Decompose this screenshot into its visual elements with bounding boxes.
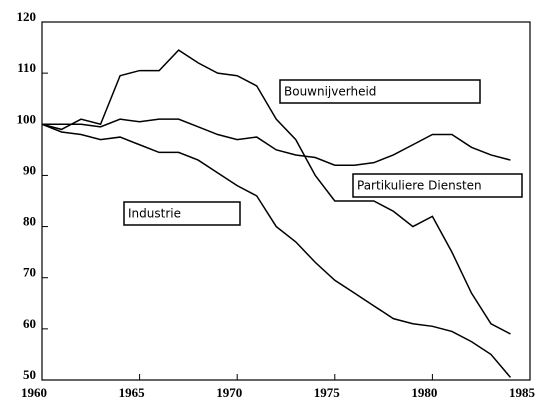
series-line (41, 49, 511, 335)
series-label: Industrie (128, 207, 181, 221)
series-label-box (279, 79, 481, 104)
y-tick-label: 60 (23, 316, 36, 331)
plot-frame (41, 21, 531, 381)
y-tick-label: 120 (17, 9, 37, 24)
y-tick-label: 50 (23, 367, 36, 382)
series-label-box (123, 201, 241, 226)
y-tick-label: 70 (23, 265, 36, 280)
series-label: Partikuliere Diensten (357, 179, 482, 193)
series-line (42, 118, 511, 166)
series-label: Bouwnijverheid (284, 85, 376, 99)
y-tick-label: 90 (23, 162, 36, 177)
x-tick-label: 1965 (119, 385, 146, 400)
series-line (41, 123, 512, 378)
y-tick-label: 110 (17, 60, 36, 75)
x-tick-label: 1960 (21, 385, 47, 400)
x-tick-label: 1980 (411, 385, 437, 400)
x-tick-label: 1970 (216, 385, 242, 400)
y-tick-label: 80 (23, 214, 36, 229)
x-tick-label: 1975 (314, 385, 341, 400)
x-tick-label: 1985 (509, 385, 536, 400)
y-tick-label: 100 (17, 111, 37, 126)
series-label-box (352, 173, 523, 198)
